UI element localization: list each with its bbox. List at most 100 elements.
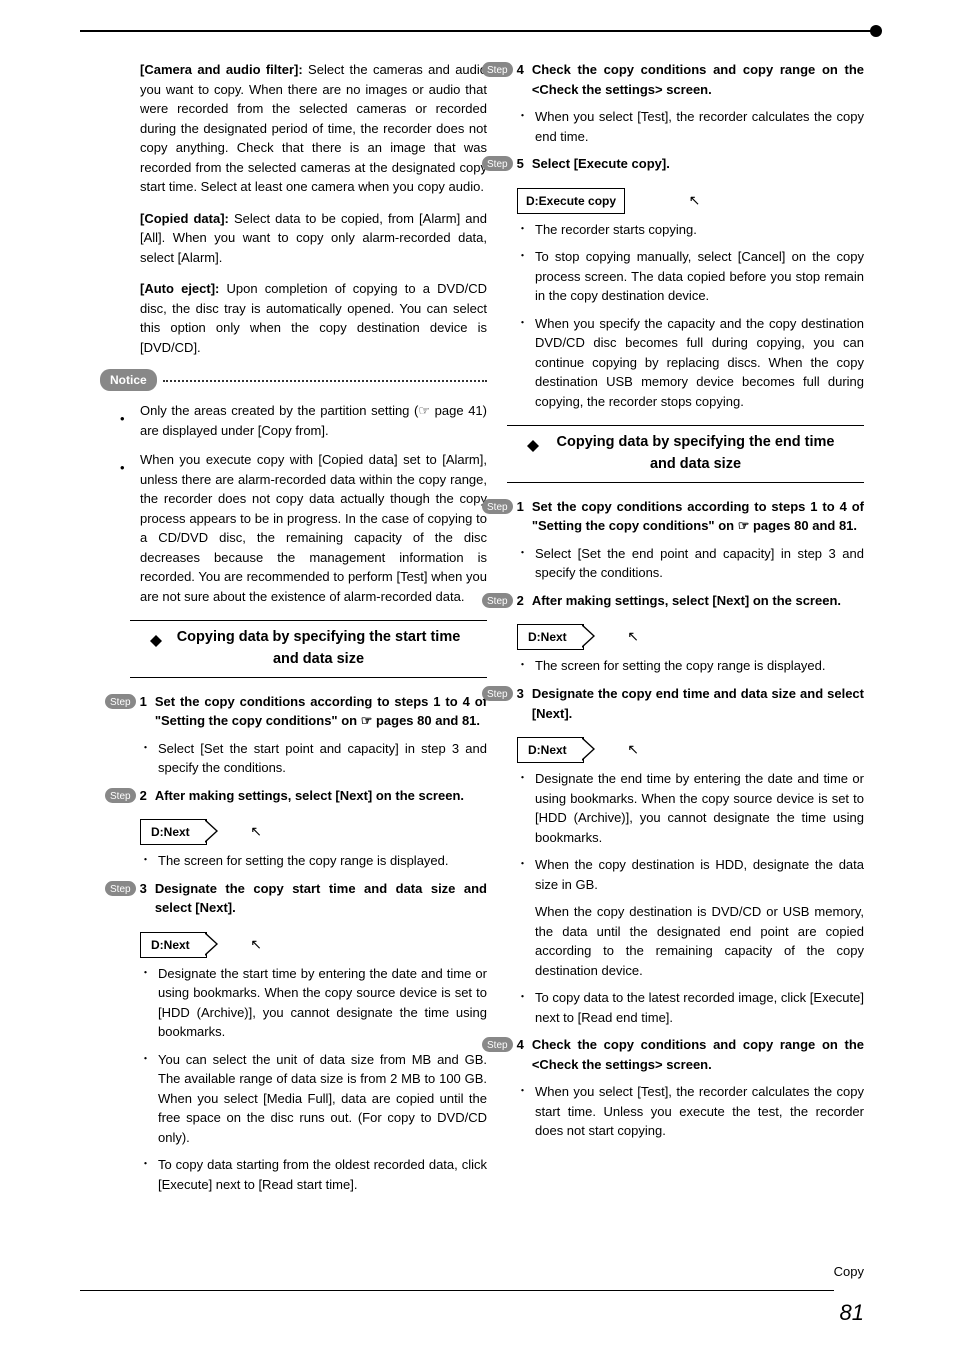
- rstep-1: Step 1 Set the copy conditions according…: [482, 497, 864, 536]
- step-3-sub1-text: Designate the start time by entering the…: [158, 964, 487, 1042]
- rstep-4-text: Check the copy conditions and copy range…: [532, 1035, 864, 1074]
- step-3-sub2-text: You can select the unit of data size fro…: [158, 1050, 487, 1148]
- step-2-sub-text: The screen for setting the copy range is…: [158, 851, 487, 871]
- execute-copy-button[interactable]: D:Execute copy: [517, 188, 625, 214]
- notice-2-text: When you execute copy with [Copied data]…: [140, 450, 487, 606]
- camera-filter-text: Select the cameras and audio you want to…: [140, 62, 487, 194]
- step-3-text: Designate the copy start time and data s…: [155, 879, 487, 918]
- step-5-sub2: ・ To stop copying manually, select [Canc…: [517, 247, 864, 306]
- rstep-3-sub2-wrap: When the copy destination is HDD, design…: [535, 855, 864, 980]
- camera-filter-para: [Camera and audio filter]: Select the ca…: [140, 60, 487, 197]
- step-5-sub3-text: When you specify the capacity and the co…: [535, 314, 864, 412]
- step-4-sub-text: When you select [Test], the recorder cal…: [535, 107, 864, 146]
- rstep-1-num: 1: [517, 497, 524, 536]
- rstep-2-sub-text: The screen for setting the copy range is…: [535, 656, 864, 676]
- dot-icon: ・: [140, 739, 150, 778]
- next-button[interactable]: D:Next: [140, 819, 207, 845]
- copied-data-label: [Copied data]:: [140, 211, 234, 226]
- dot-icon: ・: [517, 1082, 527, 1141]
- next-button[interactable]: D:Next: [140, 932, 207, 958]
- step-1-text: Set the copy conditions according to ste…: [155, 692, 487, 731]
- dot-icon: ・: [517, 314, 527, 412]
- step-4-num: 4: [517, 60, 524, 99]
- rstep-3-sub2-text: When the copy destination is HDD, design…: [535, 855, 864, 894]
- next-button[interactable]: D:Next: [517, 624, 584, 650]
- subsection-end-title: Copying data by specifying the end time …: [547, 432, 844, 476]
- rstep-2-sub: ・ The screen for setting the copy range …: [517, 656, 864, 676]
- step-3-sub3-text: To copy data starting from the oldest re…: [158, 1155, 487, 1194]
- copied-data-para: [Copied data]: Select data to be copied,…: [140, 209, 487, 268]
- rstep-4-num: 4: [517, 1035, 524, 1074]
- step-4: Step 4 Check the copy conditions and cop…: [482, 60, 864, 99]
- bullet-icon: [120, 409, 126, 440]
- dot-icon: ・: [517, 107, 527, 146]
- step-badge: Step: [482, 62, 513, 77]
- step-3-sub1: ・ Designate the start time by entering t…: [140, 964, 487, 1042]
- notice-1-text: Only the areas created by the partition …: [140, 401, 487, 440]
- rstep-4-sub: ・ When you select [Test], the recorder c…: [517, 1082, 864, 1141]
- rstep-3: Step 3 Designate the copy end time and d…: [482, 684, 864, 723]
- next-button-wrap-4: D:Next ↖: [517, 731, 864, 769]
- rstep-4: Step 4 Check the copy conditions and cop…: [482, 1035, 864, 1074]
- cursor-icon: ↖: [689, 190, 701, 211]
- step-2-sub: ・ The screen for setting the copy range …: [140, 851, 487, 871]
- dot-icon: ・: [517, 656, 527, 676]
- next-button-wrap: D:Next ↖: [140, 813, 487, 851]
- rstep-3-num: 3: [517, 684, 524, 723]
- header-rule: [80, 30, 874, 32]
- step-3-num: 3: [140, 879, 147, 918]
- subsection-title-row: Copying data by specifying the start tim…: [130, 627, 487, 671]
- auto-eject-label: [Auto eject]:: [140, 281, 227, 296]
- step-5-num: 5: [517, 154, 524, 174]
- rstep-4-sub-text: When you select [Test], the recorder cal…: [535, 1082, 864, 1141]
- rule-top: [130, 620, 487, 621]
- dot-icon: ・: [140, 1050, 150, 1148]
- step-badge: Step: [105, 694, 136, 709]
- step-badge: Step: [482, 156, 513, 171]
- rule-top: [507, 425, 864, 426]
- step-5-text: Select [Execute copy].: [532, 154, 864, 174]
- step-3-sub3: ・ To copy data starting from the oldest …: [140, 1155, 487, 1194]
- step-badge: Step: [482, 1037, 513, 1052]
- step-badge: Step: [482, 593, 513, 608]
- rstep-3-sub2b-text: When the copy destination is DVD/CD or U…: [535, 902, 864, 980]
- notice-item-1: Only the areas created by the partition …: [120, 401, 487, 440]
- rule-bottom: [507, 482, 864, 483]
- subsection-end-time: Copying data by specifying the end time …: [507, 425, 864, 483]
- next-button-wrap-2: D:Next ↖: [140, 926, 487, 964]
- rstep-3-sub2: ・ When the copy destination is HDD, desi…: [517, 855, 864, 980]
- subsection-title-row: Copying data by specifying the end time …: [507, 432, 864, 476]
- notice-badge: Notice: [100, 369, 157, 391]
- step-badge: Step: [482, 499, 513, 514]
- subsection-start-time: Copying data by specifying the start tim…: [130, 620, 487, 678]
- subsection-start-title: Copying data by specifying the start tim…: [170, 627, 467, 671]
- footer-section-label: Copy: [834, 1262, 864, 1282]
- step-4-text: Check the copy conditions and copy range…: [532, 60, 864, 99]
- step-5-sub1-text: The recorder starts copying.: [535, 220, 864, 240]
- cursor-icon: ↖: [250, 934, 262, 955]
- step-1-num: 1: [140, 692, 147, 731]
- camera-filter-label: [Camera and audio filter]:: [140, 62, 308, 77]
- step-badge: Step: [105, 788, 136, 803]
- step-5-sub2-text: To stop copying manually, select [Cancel…: [535, 247, 864, 306]
- cursor-icon: ↖: [627, 739, 639, 760]
- rstep-3-text: Designate the copy end time and data siz…: [532, 684, 864, 723]
- rstep-2: Step 2 After making settings, select [Ne…: [482, 591, 864, 611]
- step-3-sub2: ・ You can select the unit of data size f…: [140, 1050, 487, 1148]
- step-5: Step 5 Select [Execute copy].: [482, 154, 864, 174]
- cursor-icon: ↖: [627, 626, 639, 647]
- step-1-sub-text: Select [Set the start point and capacity…: [158, 739, 487, 778]
- rstep-2-num: 2: [517, 591, 524, 611]
- dot-icon: ・: [140, 1155, 150, 1194]
- step-3: Step 3 Designate the copy start time and…: [105, 879, 487, 918]
- dot-icon: ・: [517, 247, 527, 306]
- header-dot: [870, 25, 882, 37]
- execute-button-wrap: D:Execute copy ↖: [517, 182, 864, 220]
- diamond-icon: [150, 629, 162, 641]
- step-1: Step 1 Set the copy conditions according…: [105, 692, 487, 731]
- dot-icon: ・: [517, 220, 527, 240]
- step-5-sub1: ・ The recorder starts copying.: [517, 220, 864, 240]
- next-button[interactable]: D:Next: [517, 737, 584, 763]
- step-badge: Step: [482, 686, 513, 701]
- rstep-3-sub3: ・ To copy data to the latest recorded im…: [517, 988, 864, 1027]
